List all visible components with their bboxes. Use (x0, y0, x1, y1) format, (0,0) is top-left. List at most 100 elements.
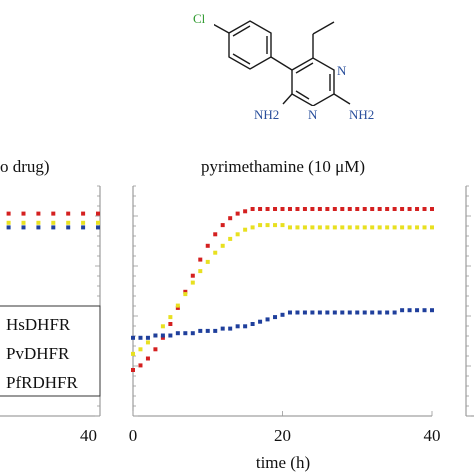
data-point-red (138, 363, 143, 368)
ethyl-bond (312, 21, 335, 35)
data-point-blue (213, 328, 218, 333)
data-point-blue (400, 308, 405, 313)
data-point-yellow (370, 225, 375, 230)
data-point-yellow (228, 236, 233, 241)
data-point-yellow (310, 225, 315, 230)
data-point-blue (430, 308, 434, 313)
middle-panel-series (131, 207, 434, 372)
chlorine-atom-label: Cl (193, 11, 206, 26)
data-point-red (377, 207, 382, 211)
pyrimidine-ring (291, 57, 335, 107)
data-point-red (355, 207, 360, 211)
data-point-yellow (347, 225, 352, 230)
x-tick-label: 20 (274, 426, 291, 445)
data-point-yellow (190, 280, 195, 285)
data-point-blue (198, 328, 203, 333)
data-point-red (145, 356, 150, 361)
data-point-red (287, 207, 292, 211)
data-point-red (205, 243, 210, 248)
amino-bond-right (333, 93, 351, 105)
data-point-red (21, 211, 26, 216)
data-point-blue (310, 310, 315, 315)
data-point-blue (273, 315, 278, 320)
data-point-blue (96, 225, 100, 230)
data-point-yellow (138, 347, 143, 352)
data-point-red (317, 207, 322, 211)
right-panel-edge (465, 185, 474, 417)
data-point-yellow (287, 225, 292, 230)
data-point-blue (168, 333, 173, 338)
data-point-yellow (175, 303, 180, 308)
data-point-red (183, 289, 188, 294)
data-point-red (51, 211, 56, 216)
data-point-blue (392, 310, 397, 315)
data-point-red (36, 211, 41, 216)
data-point-red (250, 207, 255, 211)
legend-entry: HsDHFR (6, 315, 71, 334)
data-point-red (220, 223, 225, 228)
nitrogen-atom-label: N (308, 107, 318, 122)
data-point-yellow (6, 220, 11, 225)
data-point-yellow (302, 225, 307, 230)
data-point-blue (317, 310, 322, 315)
middle-panel-x-axis-label: time (h) (256, 453, 310, 472)
right-panel-y-ticks (466, 185, 471, 417)
data-point-yellow (400, 225, 405, 230)
data-point-yellow (325, 225, 330, 230)
data-point-red (280, 207, 285, 211)
x-tick-label: 40 (424, 426, 441, 445)
data-point-blue (287, 310, 292, 315)
data-point-blue (138, 335, 143, 340)
data-point-blue (243, 324, 248, 329)
data-point-blue (347, 310, 352, 315)
data-point-blue (415, 308, 420, 313)
data-point-red (430, 207, 434, 211)
data-point-blue (355, 310, 360, 315)
data-point-red (362, 207, 367, 211)
legend: HsDHFR PvDHFR PfRDHFR (0, 305, 101, 397)
data-point-red (168, 322, 173, 326)
data-point-red (235, 211, 240, 216)
data-point-blue (51, 225, 56, 230)
data-point-red (6, 211, 11, 216)
data-point-red (81, 211, 86, 216)
data-point-yellow (415, 225, 420, 230)
data-point-yellow (362, 225, 367, 230)
data-point-yellow (250, 225, 255, 230)
data-point-red (302, 207, 307, 211)
data-point-yellow (243, 227, 248, 232)
data-point-blue (235, 324, 240, 329)
data-point-blue (145, 335, 150, 340)
data-point-blue (377, 310, 382, 315)
data-point-yellow (81, 220, 86, 225)
data-point-red (131, 368, 135, 372)
data-point-yellow (213, 250, 218, 255)
data-point-blue (295, 310, 300, 315)
data-point-blue (265, 317, 270, 322)
data-point-yellow (258, 223, 263, 228)
data-point-blue (258, 319, 263, 324)
data-point-blue (340, 310, 345, 315)
data-point-red (310, 207, 315, 211)
data-point-red (213, 232, 218, 237)
data-point-blue (220, 326, 225, 331)
data-point-blue (183, 331, 188, 336)
pyrimidine-double-bond (295, 90, 310, 100)
data-point-red (160, 335, 165, 340)
data-point-blue (81, 225, 86, 230)
left-panel: o drug) 40 HsDHFR PvDHFR PfRDHFR (0, 157, 101, 445)
data-point-blue (153, 333, 158, 338)
data-point-red (228, 216, 233, 221)
left-panel-x-tick-label: 40 (80, 426, 97, 445)
data-point-blue (160, 333, 165, 338)
left-panel-series (6, 211, 100, 230)
left-panel-title: o drug) (0, 157, 50, 176)
middle-panel-title: pyrimethamine (10 μM) (201, 157, 365, 176)
data-point-yellow (280, 223, 285, 228)
data-point-yellow (168, 315, 173, 320)
data-point-blue (280, 312, 285, 317)
data-point-blue (302, 310, 307, 315)
legend-box (0, 305, 101, 397)
data-point-blue (332, 310, 337, 315)
